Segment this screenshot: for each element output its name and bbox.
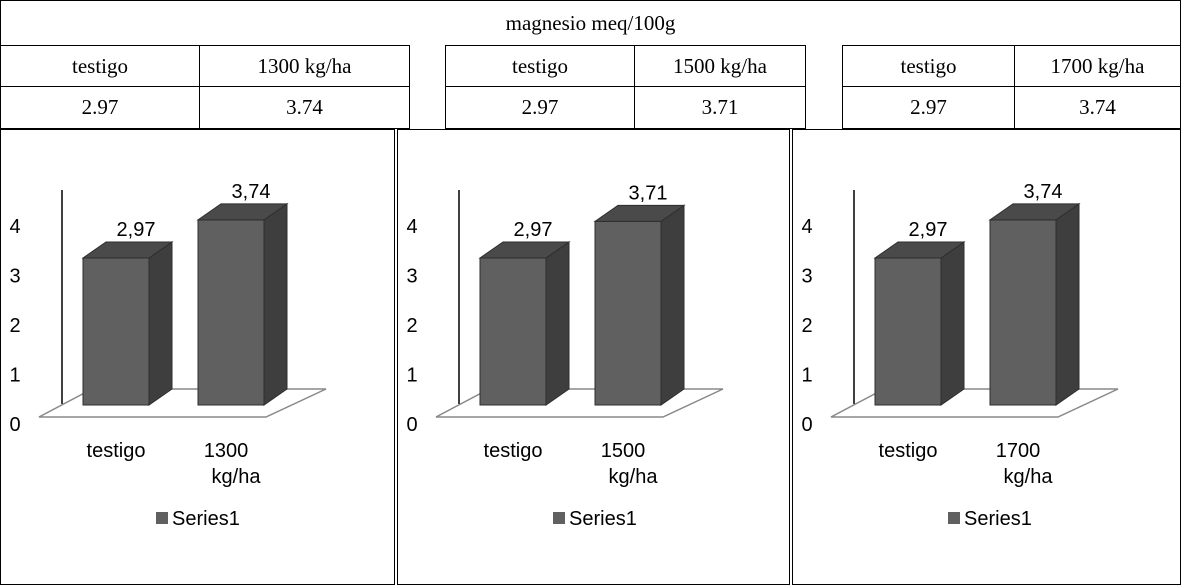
bar [479,257,547,406]
table-value-cell: 3.71 [634,86,806,129]
y-tick-label: 2 [801,315,812,337]
y-tick-label: 4 [801,216,812,238]
table-header-cell: testigo [842,45,1015,87]
y-tick-label: 2 [406,315,417,337]
bar-top [478,241,571,259]
table-title: magnesio meq/100g [0,0,1181,45]
table-header-cell: testigo [0,45,200,87]
data-label: 2,97 [909,219,948,241]
y-tick-label: 3 [801,266,812,288]
y-tick-label: 0 [9,414,20,436]
data-label: 3,71 [629,182,668,204]
x-tick-label: testigo [879,440,938,462]
data-label: 3,74 [1024,181,1063,203]
y-tick-label: 1 [406,365,417,387]
y-tick-label: 4 [406,216,417,238]
chart-panel-3: 0 1 2 3 4 2,97 3,74 testigo 1700 kg/ha Series1 [792,129,1181,585]
table-header-cell: testigo [445,45,635,87]
y-tick-label: 3 [406,266,417,288]
x-tick-label: kg/ha [609,466,659,488]
table-value-cell: 3.74 [1014,86,1181,129]
bar-top [593,204,686,222]
bar-top [81,241,174,259]
table-header-cell: 1500 kg/ha [634,45,806,87]
bar-side [545,241,570,406]
legend-label: Series1 [172,508,240,530]
bar-top [988,203,1081,221]
bar [874,257,942,406]
x-tick-label: 1300 [204,440,249,462]
table-value-cell: 2.97 [842,86,1015,129]
y-tick-label: 1 [801,365,812,387]
chart-2: 0 1 2 3 4 2,97 3,71 testigo 1500 kg/ha Series1 [406,182,724,530]
bar-side [660,204,685,406]
x-tick-label: testigo [484,440,543,462]
legend-label: Series1 [964,508,1032,530]
floor [830,388,1119,418]
legend-label: Series1 [569,508,637,530]
y-tick-label: 3 [9,266,20,288]
floor [38,388,327,418]
chart-3: 0 1 2 3 4 2,97 3,74 testigo 1700 kg/ha Series1 [801,181,1119,530]
table-header-cell: 1300 kg/ha [199,45,410,87]
legend-swatch [948,512,960,524]
bar-side [940,241,965,406]
table-header-cell: 1700 kg/ha [1014,45,1181,87]
y-tick-label: 1 [9,365,20,387]
data-label: 2,97 [514,219,553,241]
bar [594,220,662,406]
bar [989,219,1057,406]
bar-side [263,202,288,406]
bar-top [196,203,289,221]
bar-side [148,241,173,406]
floor [435,388,724,418]
chart-panel-1: 0 1 2 3 4 2,97 3,74 testigo 1300 kg/ha Series1 [0,129,395,585]
legend-swatch [553,512,565,524]
table-value-cell: 2.97 [0,86,200,129]
legend: Series1 [948,508,1032,530]
y-tick-label: 0 [406,414,417,436]
data-label: 2,97 [117,219,156,241]
chart-1: 0 1 2 3 4 2,97 3,74 testigo 1300 kg/ha Series1 [9,181,327,530]
legend: Series1 [553,508,637,530]
y-tick-label: 0 [801,414,812,436]
bar-top [873,241,966,259]
legend: Series1 [156,508,240,530]
x-tick-label: 1700 [996,440,1041,462]
x-tick-label: testigo [87,440,146,462]
bar-side [1055,202,1080,406]
data-label: 3,74 [232,181,271,203]
bar [197,219,265,406]
x-tick-label: 1500 [601,440,646,462]
table-value-cell: 2.97 [445,86,635,129]
x-tick-label: kg/ha [212,466,262,488]
x-tick-label: kg/ha [1004,466,1054,488]
y-tick-label: 2 [9,315,20,337]
bar [82,257,150,406]
y-tick-label: 4 [9,216,20,238]
legend-swatch [156,512,168,524]
chart-panel-2: 0 1 2 3 4 2,97 3,71 testigo 1500 kg/ha Series1 [397,129,790,585]
table-value-cell: 3.74 [199,86,410,129]
